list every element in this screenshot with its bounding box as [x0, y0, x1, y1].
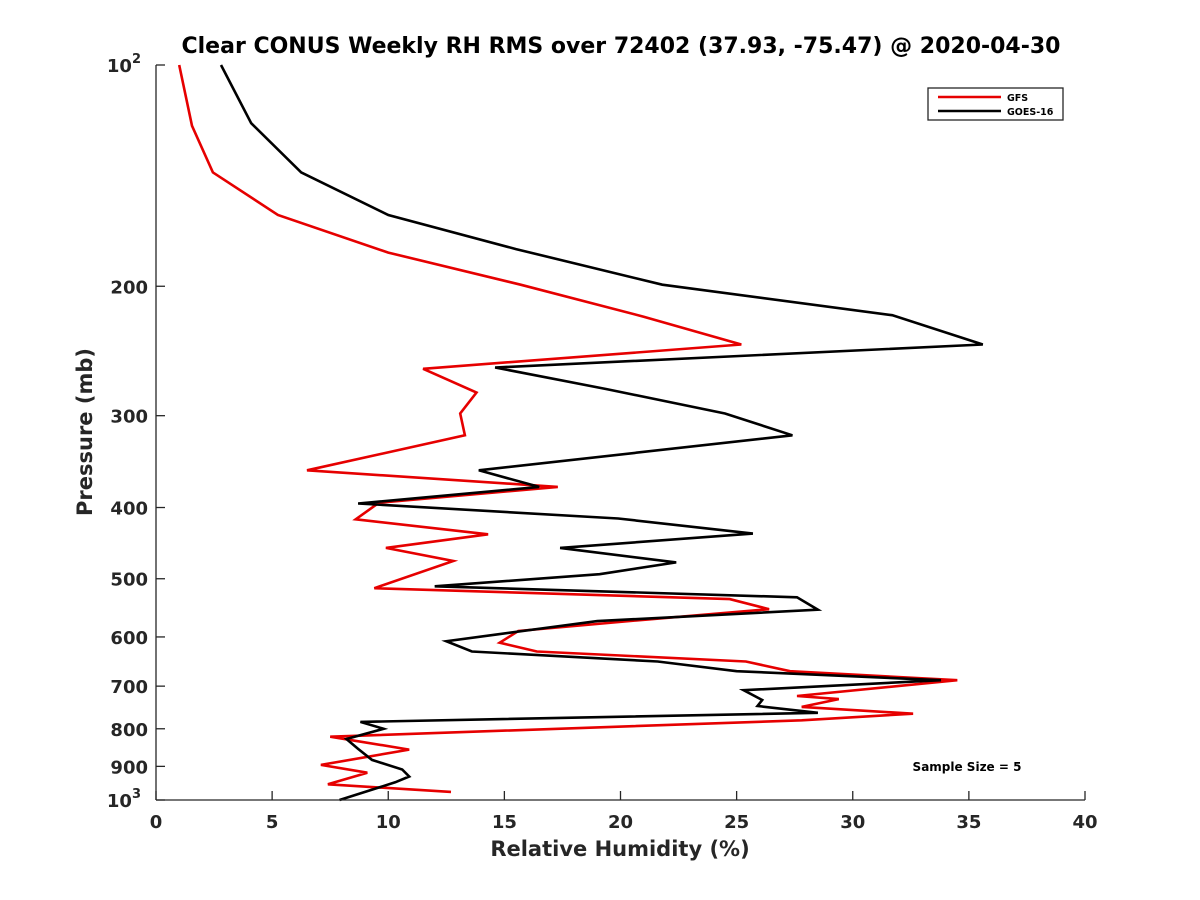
- sample-size-annotation: Sample Size = 5: [913, 760, 1022, 774]
- legend: GFS GOES-16: [927, 87, 1064, 121]
- x-tick-label: 35: [956, 812, 981, 833]
- legend-label-gfs: GFS: [1007, 93, 1028, 104]
- x-tick-label: 40: [1072, 812, 1097, 833]
- y-tick-label: 102: [107, 52, 141, 77]
- x-tick-label: 10: [376, 812, 401, 833]
- y-tick-label: 400: [110, 499, 148, 520]
- x-tick-label: 5: [266, 812, 279, 833]
- x-tick-label: 30: [840, 812, 865, 833]
- series-line-goes16: [219, 64, 984, 802]
- y-tick-label: 103: [107, 787, 141, 812]
- series-line-gfs: [177, 64, 958, 794]
- x-tick-label: 0: [150, 812, 163, 833]
- legend-box: [927, 87, 1064, 121]
- x-ticks: 0 5 10 15 20 25 30 35 40: [150, 791, 1098, 833]
- y-ticks: 102 200 300 400 500 600 700 800 900 103: [107, 52, 165, 812]
- y-axis-label: Pressure (mb): [73, 348, 97, 516]
- x-tick-label: 15: [492, 812, 517, 833]
- y-tick-label: 300: [110, 407, 148, 428]
- y-tick-label: 900: [110, 757, 148, 778]
- series-layer: [177, 64, 984, 802]
- x-axis-label: Relative Humidity (%): [490, 837, 749, 861]
- y-tick-label: 800: [110, 720, 148, 741]
- chart-title: Clear CONUS Weekly RH RMS over 72402 (37…: [182, 34, 1061, 59]
- y-tick-label: 200: [110, 277, 148, 298]
- y-tick-label: 600: [110, 628, 148, 649]
- x-tick-label: 25: [724, 812, 749, 833]
- y-tick-label: 700: [110, 677, 148, 698]
- y-tick-label: 500: [110, 570, 148, 591]
- x-tick-label: 20: [608, 812, 633, 833]
- legend-label-goes16: GOES-16: [1007, 107, 1054, 118]
